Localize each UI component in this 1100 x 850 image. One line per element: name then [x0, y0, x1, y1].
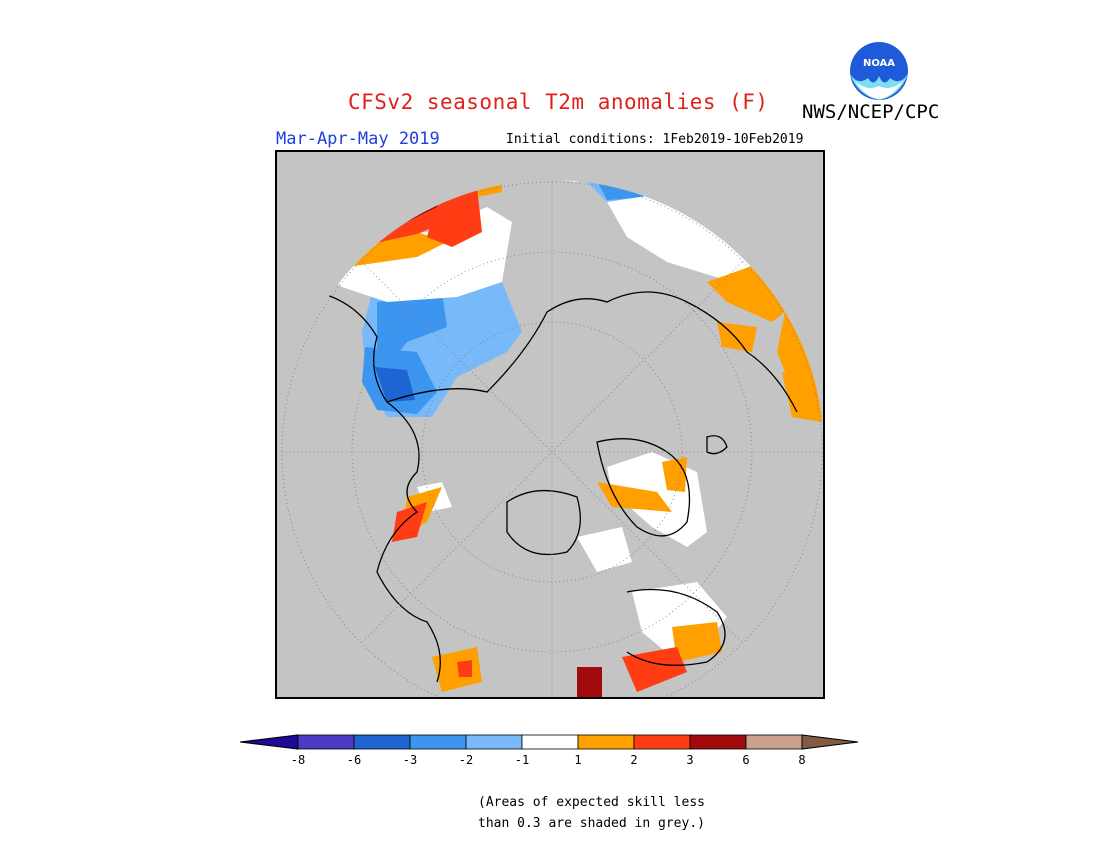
colorbar-box [745, 734, 803, 750]
map-title: CFSv2 seasonal T2m anomalies (F) [348, 90, 769, 114]
coastlines [316, 291, 798, 683]
colorbar-tick-label: -2 [459, 753, 473, 767]
polar-map-canvas [281, 180, 823, 697]
initial-conditions-label: Initial conditions: 1Feb2019-10Feb2019 [506, 132, 804, 147]
colorbar-tick-label: -1 [515, 753, 529, 767]
season-label: Mar-Apr-May 2019 [276, 129, 440, 149]
polar-map [275, 150, 825, 699]
colorbar-tick-label: 8 [798, 753, 805, 767]
graticule [281, 181, 823, 697]
footnote-line-1: (Areas of expected skill less [478, 795, 705, 810]
colorbar-box [689, 734, 747, 750]
agency-label: NWS/NCEP/CPC [802, 101, 940, 123]
noaa-logo-text: NOAA [863, 58, 895, 69]
colorbar-tick-label: 6 [742, 753, 749, 767]
colorbar-tick-label: 1 [574, 753, 581, 767]
colorbar: -8 -6 -3 -2 -1 1 2 3 6 8 [238, 731, 863, 771]
colorbar-arrow-high [801, 734, 859, 750]
colorbar-tick-label: 3 [686, 753, 693, 767]
colorbar-tick-label: -6 [347, 753, 361, 767]
colorbar-box [521, 734, 579, 750]
colorbar-box [353, 734, 411, 750]
colorbar-tick-label: -8 [291, 753, 305, 767]
colorbar-box [297, 734, 355, 750]
footnote-line-2: than 0.3 are shaded in grey.) [478, 816, 705, 831]
noaa-logo-icon: NOAA [848, 40, 910, 102]
skill-footnote: (Areas of expected skill less than 0.3 a… [478, 792, 705, 834]
colorbar-tick-label: 2 [630, 753, 637, 767]
colorbar-tick-label: -3 [403, 753, 417, 767]
colorbar-box [633, 734, 691, 750]
colorbar-box [465, 734, 523, 750]
colorbar-arrow-low [239, 734, 299, 750]
colorbar-box [409, 734, 467, 750]
colorbar-box [577, 734, 635, 750]
